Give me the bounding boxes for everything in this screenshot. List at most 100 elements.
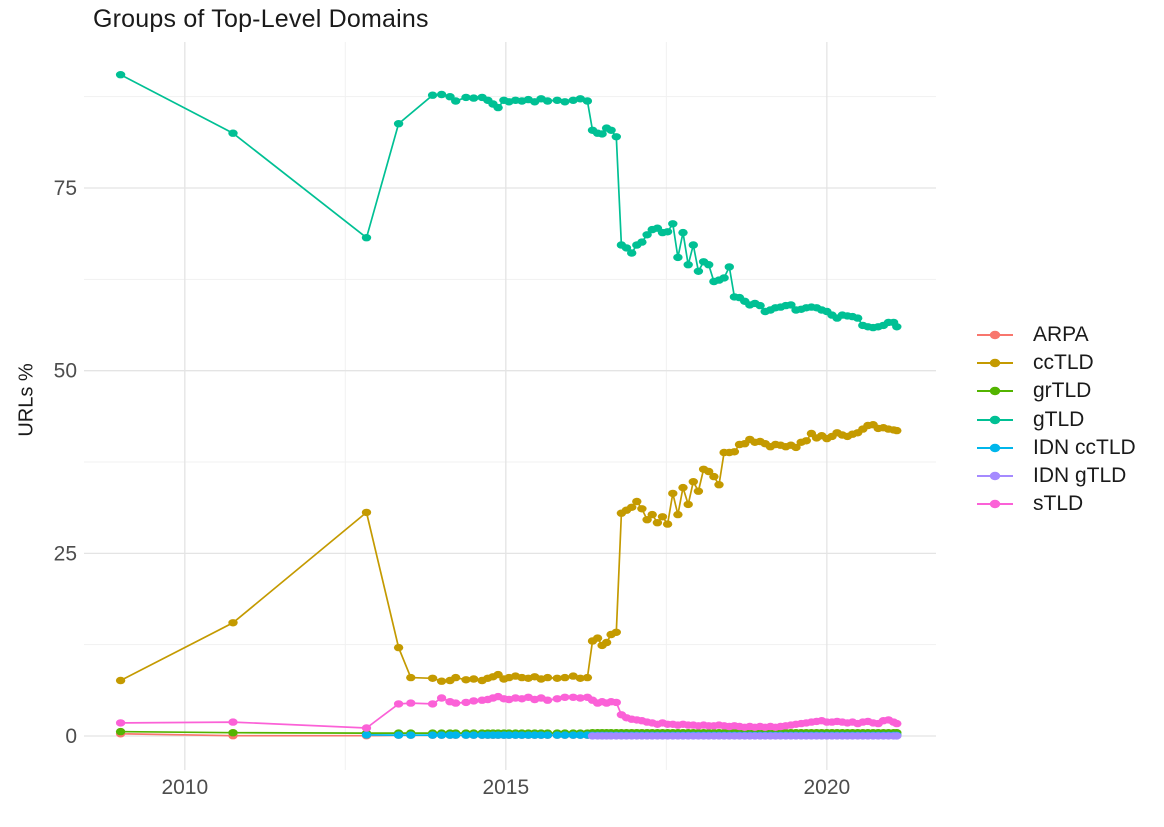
data-point xyxy=(575,731,585,739)
y-axis-title: URLs % xyxy=(15,363,38,437)
data-point xyxy=(657,513,668,521)
data-point xyxy=(592,634,603,642)
data-point xyxy=(461,676,471,684)
data-point xyxy=(892,426,902,435)
data-point xyxy=(451,673,461,682)
legend-key-dot xyxy=(989,443,1001,453)
data-point xyxy=(542,696,553,704)
data-point xyxy=(673,253,683,262)
data-point xyxy=(606,126,616,134)
series-points-IDN-gTLD xyxy=(587,732,902,740)
data-point xyxy=(673,510,683,519)
legend-label: ARPA xyxy=(1033,323,1089,347)
x-tick-label-2010: 2010 xyxy=(161,776,208,799)
data-point xyxy=(393,120,404,128)
data-point xyxy=(536,731,546,739)
data-point xyxy=(436,90,447,99)
data-point xyxy=(791,443,801,452)
legend-label: IDN ccTLD xyxy=(1033,435,1136,459)
data-point xyxy=(575,694,585,702)
data-point xyxy=(552,731,562,739)
data-point xyxy=(647,510,657,519)
data-point xyxy=(469,697,479,705)
series-points-sTLD xyxy=(115,692,902,732)
data-point xyxy=(406,673,416,682)
legend-label: sTLD xyxy=(1033,492,1084,516)
data-point xyxy=(461,731,471,739)
data-point xyxy=(427,91,438,99)
legend-item-IDN-ccTLD: IDN ccTLD xyxy=(975,434,1136,462)
legend-item-sTLD: sTLD xyxy=(975,490,1136,518)
data-point xyxy=(582,97,593,105)
legend-key-dot xyxy=(989,387,1001,396)
y-tick-label-75: 75 xyxy=(54,177,77,200)
legend-key-icon xyxy=(977,443,1013,453)
data-point xyxy=(542,97,553,105)
y-tick-label-25: 25 xyxy=(54,542,77,565)
data-point xyxy=(393,731,404,739)
data-point xyxy=(611,628,621,636)
data-point xyxy=(361,508,372,517)
data-point xyxy=(560,693,570,701)
data-point xyxy=(469,731,479,739)
legend-key-icon xyxy=(977,415,1013,424)
data-point xyxy=(393,643,404,652)
data-point xyxy=(393,700,404,708)
legend-key-dot xyxy=(989,415,1001,424)
data-point xyxy=(627,249,637,257)
chart-title: Groups of Top-Level Domains xyxy=(93,5,429,33)
data-point xyxy=(582,673,593,682)
data-point xyxy=(662,228,673,236)
data-point xyxy=(542,731,553,739)
data-point xyxy=(228,718,238,726)
data-point xyxy=(611,133,621,141)
data-point xyxy=(436,677,447,685)
data-point xyxy=(642,231,652,239)
data-point xyxy=(688,478,698,486)
data-point xyxy=(115,71,126,79)
data-point xyxy=(611,698,621,707)
data-point xyxy=(632,497,642,506)
data-point xyxy=(427,731,438,739)
data-point xyxy=(568,731,578,739)
legend-label: ccTLD xyxy=(1033,351,1094,375)
legend-label: grTLD xyxy=(1033,379,1092,403)
data-point xyxy=(228,729,238,737)
data-point xyxy=(228,619,238,627)
legend: ARPA ccTLD grTLD gTLD IDN ccTLD IDN gTLD sTLD xyxy=(975,321,1136,518)
data-point xyxy=(451,97,461,105)
data-point xyxy=(693,267,704,275)
data-point xyxy=(361,724,372,732)
legend-key-icon xyxy=(977,387,1013,396)
data-point xyxy=(709,472,719,481)
data-point xyxy=(652,519,663,527)
data-point xyxy=(552,674,562,682)
data-point xyxy=(504,731,514,739)
legend-label: IDN gTLD xyxy=(1033,464,1127,488)
data-point xyxy=(637,505,647,513)
data-point xyxy=(560,673,570,682)
data-point xyxy=(693,487,704,495)
data-point xyxy=(597,130,607,138)
legend-key-dot xyxy=(989,471,1001,481)
data-point xyxy=(469,675,479,683)
data-point xyxy=(361,731,372,739)
series-points-ccTLD xyxy=(115,421,902,685)
data-point xyxy=(729,448,740,456)
series-line-gTLD xyxy=(120,73,898,329)
data-point xyxy=(683,261,693,269)
data-point xyxy=(719,274,729,282)
data-point xyxy=(704,467,714,476)
data-point xyxy=(560,98,570,106)
legend-item-IDN-gTLD: IDN gTLD xyxy=(975,462,1136,490)
data-point xyxy=(493,670,503,679)
data-point xyxy=(786,301,796,309)
data-point xyxy=(451,731,461,739)
data-point xyxy=(892,732,902,740)
data-point xyxy=(662,520,673,528)
y-tick-label-0: 0 xyxy=(65,725,77,748)
data-point xyxy=(642,516,652,524)
data-point xyxy=(436,731,447,739)
series-points-gTLD xyxy=(115,71,902,332)
